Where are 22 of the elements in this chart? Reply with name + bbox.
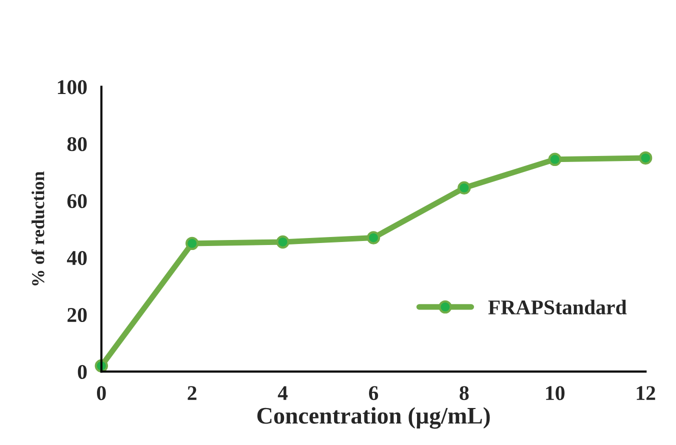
x-tick-label: 4 [278, 386, 288, 400]
y-tick-label: 20 [68, 308, 87, 322]
x-axis-title: Concentration (µg/mL) [257, 407, 490, 429]
x-tick-label: 8 [460, 386, 469, 400]
point [185, 236, 199, 250]
point [638, 151, 652, 165]
point [366, 231, 380, 244]
point [548, 152, 562, 166]
x-tick-label: 2 [188, 386, 196, 400]
y-axis-title: % of reduction [31, 171, 44, 286]
legend-label: FRAPStandard [488, 300, 627, 314]
y-tick-label: 80 [67, 137, 87, 152]
y-tick-label: 100 [58, 80, 87, 94]
point [276, 235, 290, 249]
x-tick-label: 6 [368, 386, 378, 400]
y-tick-label: 60 [67, 194, 87, 208]
point [458, 181, 471, 194]
y-tick-label: 40 [66, 251, 87, 266]
x-tick-label: 10 [546, 386, 565, 400]
y-tick-label: 0 [78, 364, 87, 380]
x-tick-label: 12 [636, 386, 656, 400]
x-tick-label: 0 [96, 386, 106, 400]
